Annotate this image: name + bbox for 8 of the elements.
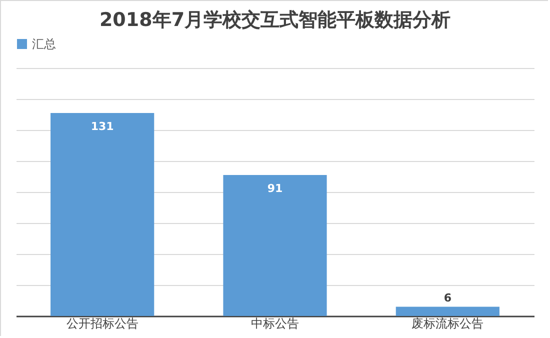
data-label: 91: [267, 182, 283, 195]
legend-label: 汇总: [32, 37, 56, 51]
x-tick-label: 废标流标公告: [412, 316, 484, 330]
data-label: 6: [444, 292, 452, 305]
data-label: 131: [90, 120, 114, 133]
x-tick-label: 中标公告: [251, 316, 299, 330]
x-tick-label: 公开招标公告: [66, 316, 138, 330]
chart-title: 2018年7月学校交互式智能平板数据分析: [99, 9, 451, 31]
